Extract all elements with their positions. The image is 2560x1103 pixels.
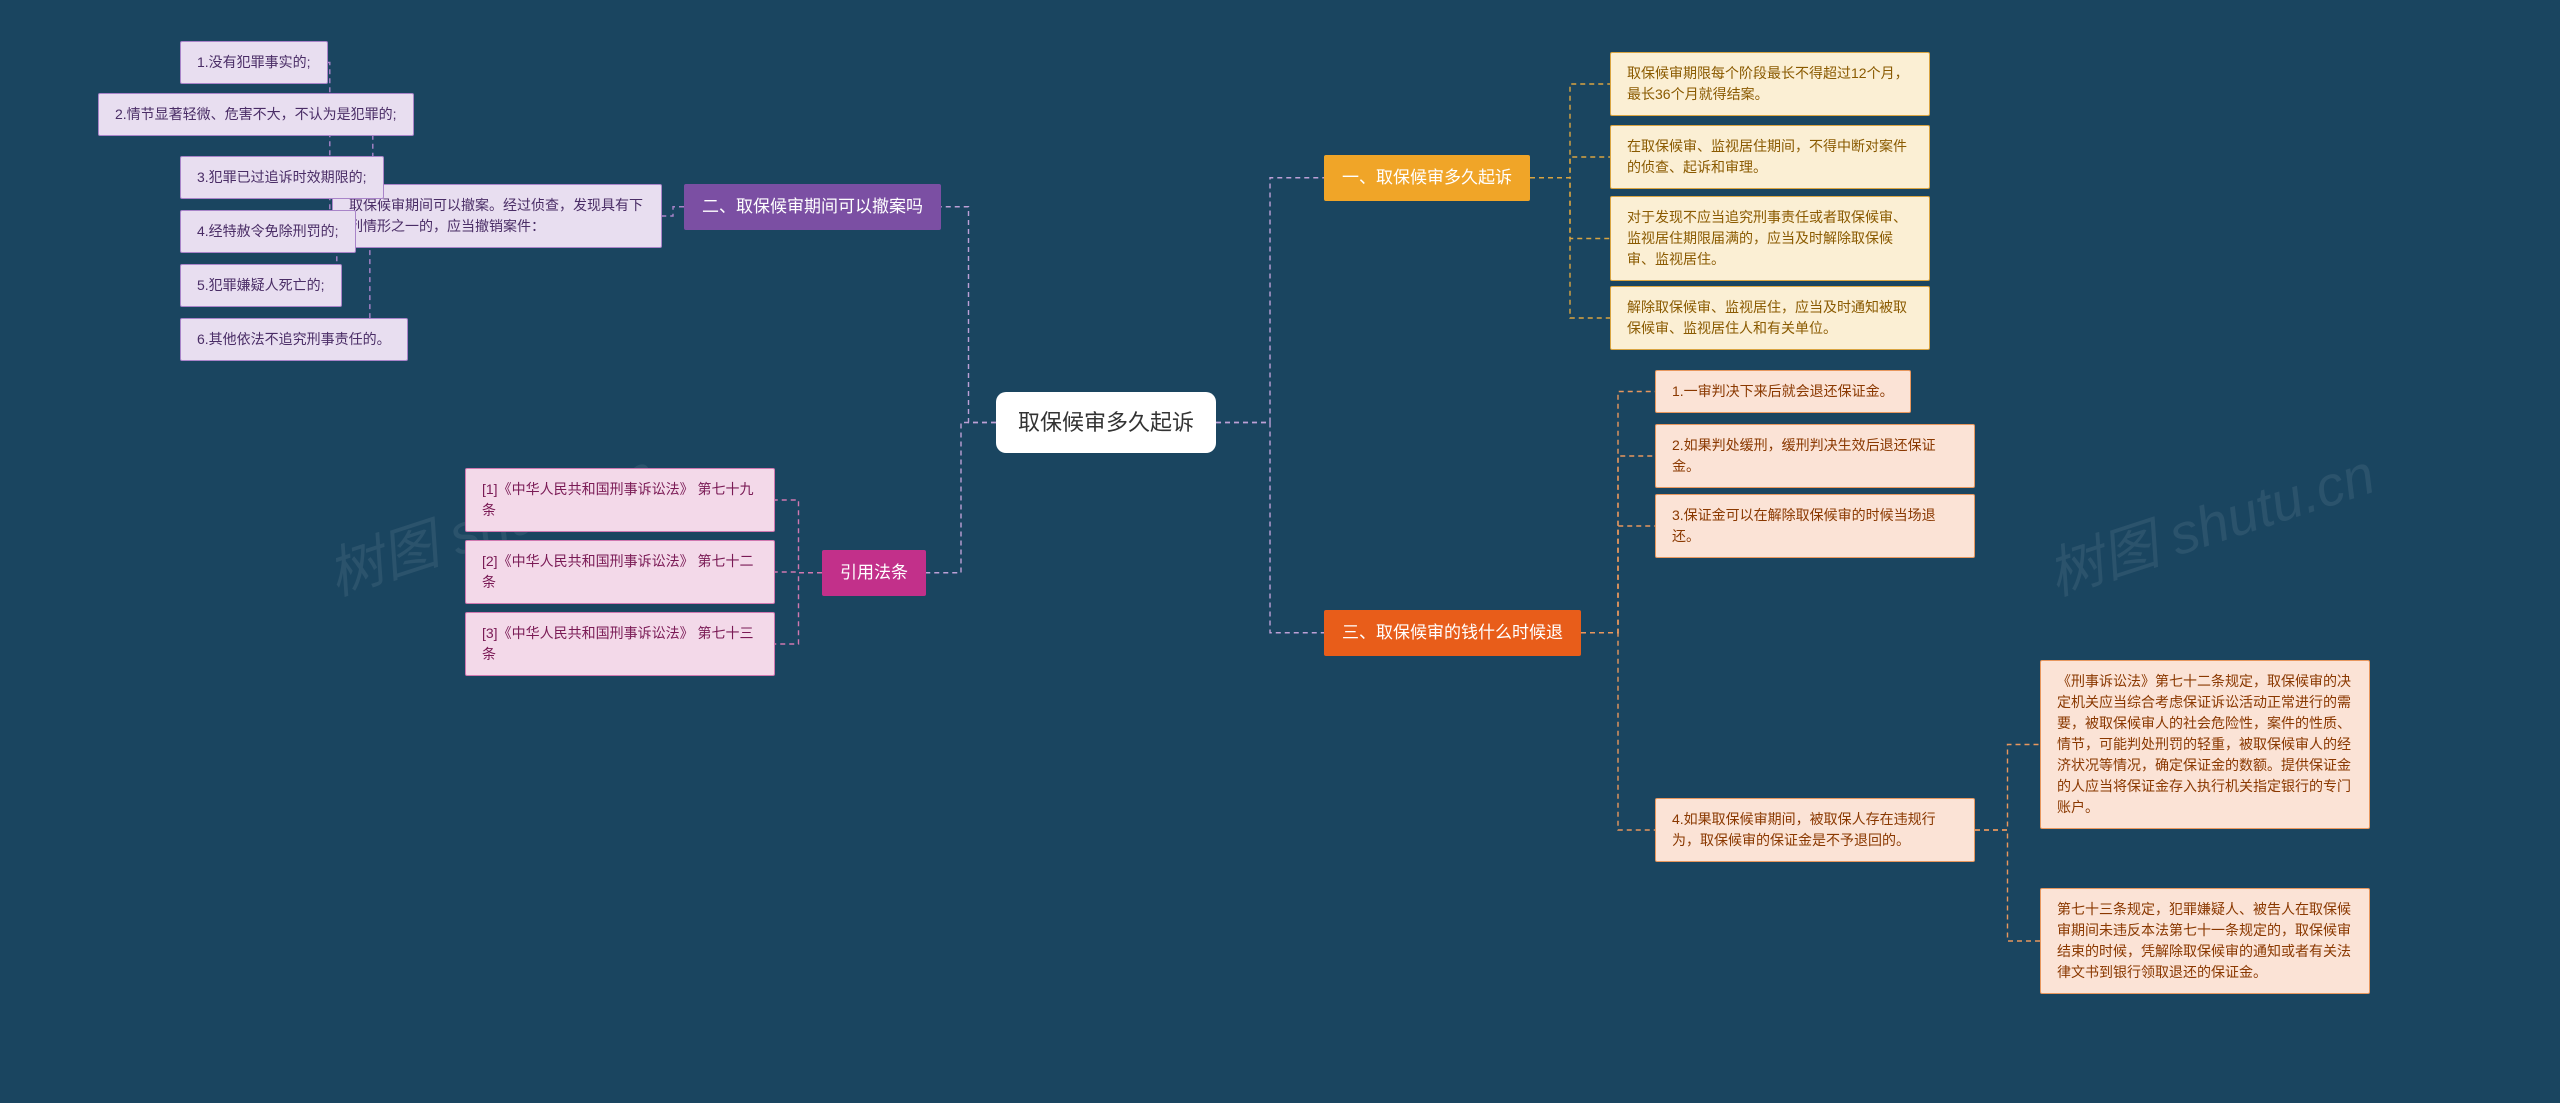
branch-2: 二、取保候审期间可以撤案吗 xyxy=(684,184,941,230)
branch-1-leaf-4: 解除取保候审、监视居住，应当及时通知被取保候审、监视居住人和有关单位。 xyxy=(1610,286,1930,350)
branch-3-leaf-4-sub-1: 《刑事诉讼法》第七十二条规定，取保候审的决定机关应当综合考虑保证诉讼活动正常进行… xyxy=(2040,660,2370,829)
branch-4-leaf-3: [3]《中华人民共和国刑事诉讼法》 第七十三条 xyxy=(465,612,775,676)
branch-3-leaf-4-sub-2: 第七十三条规定，犯罪嫌疑人、被告人在取保候审期间未违反本法第七十一条规定的，取保… xyxy=(2040,888,2370,994)
branch-3-leaf-2: 2.如果判处缓刑，缓刑判决生效后退还保证金。 xyxy=(1655,424,1975,488)
branch-1-leaf-2: 在取保候审、监视居住期间，不得中断对案件的侦查、起诉和审理。 xyxy=(1610,125,1930,189)
branch-2-leaf-6: 6.其他依法不追究刑事责任的。 xyxy=(180,318,408,361)
branch-4-leaf-1: [1]《中华人民共和国刑事诉讼法》 第七十九条 xyxy=(465,468,775,532)
branch-1-leaf-1: 取保候审期限每个阶段最长不得超过12个月，最长36个月就得结案。 xyxy=(1610,52,1930,116)
branch-2-leaf-5: 5.犯罪嫌疑人死亡的; xyxy=(180,264,342,307)
branch-2-leaf-2: 2.情节显著轻微、危害不大，不认为是犯罪的; xyxy=(98,93,414,136)
branch-3-leaf-1: 1.一审判决下来后就会退还保证金。 xyxy=(1655,370,1911,413)
branch-3-leaf-3: 3.保证金可以在解除取保候审的时候当场退还。 xyxy=(1655,494,1975,558)
branch-1-leaf-3: 对于发现不应当追究刑事责任或者取保候审、监视居住期限届满的，应当及时解除取保候审… xyxy=(1610,196,1930,281)
branch-4-leaf-2: [2]《中华人民共和国刑事诉讼法》 第七十二条 xyxy=(465,540,775,604)
watermark-2: 树图 shutu.cn xyxy=(2036,430,2384,612)
branch-2-leaf-3: 3.犯罪已过追诉时效期限的; xyxy=(180,156,384,199)
center-node: 取保候审多久起诉 xyxy=(996,392,1216,453)
branch-1: 一、取保候审多久起诉 xyxy=(1324,155,1530,201)
branch-4: 引用法条 xyxy=(822,550,926,596)
branch-2-leaf-1: 1.没有犯罪事实的; xyxy=(180,41,328,84)
branch-3-leaf-4: 4.如果取保候审期间，被取保人存在违规行为，取保候审的保证金是不予退回的。 xyxy=(1655,798,1975,862)
branch-2-leaf-4: 4.经特赦令免除刑罚的; xyxy=(180,210,356,253)
branch-3: 三、取保候审的钱什么时候退 xyxy=(1324,610,1581,656)
